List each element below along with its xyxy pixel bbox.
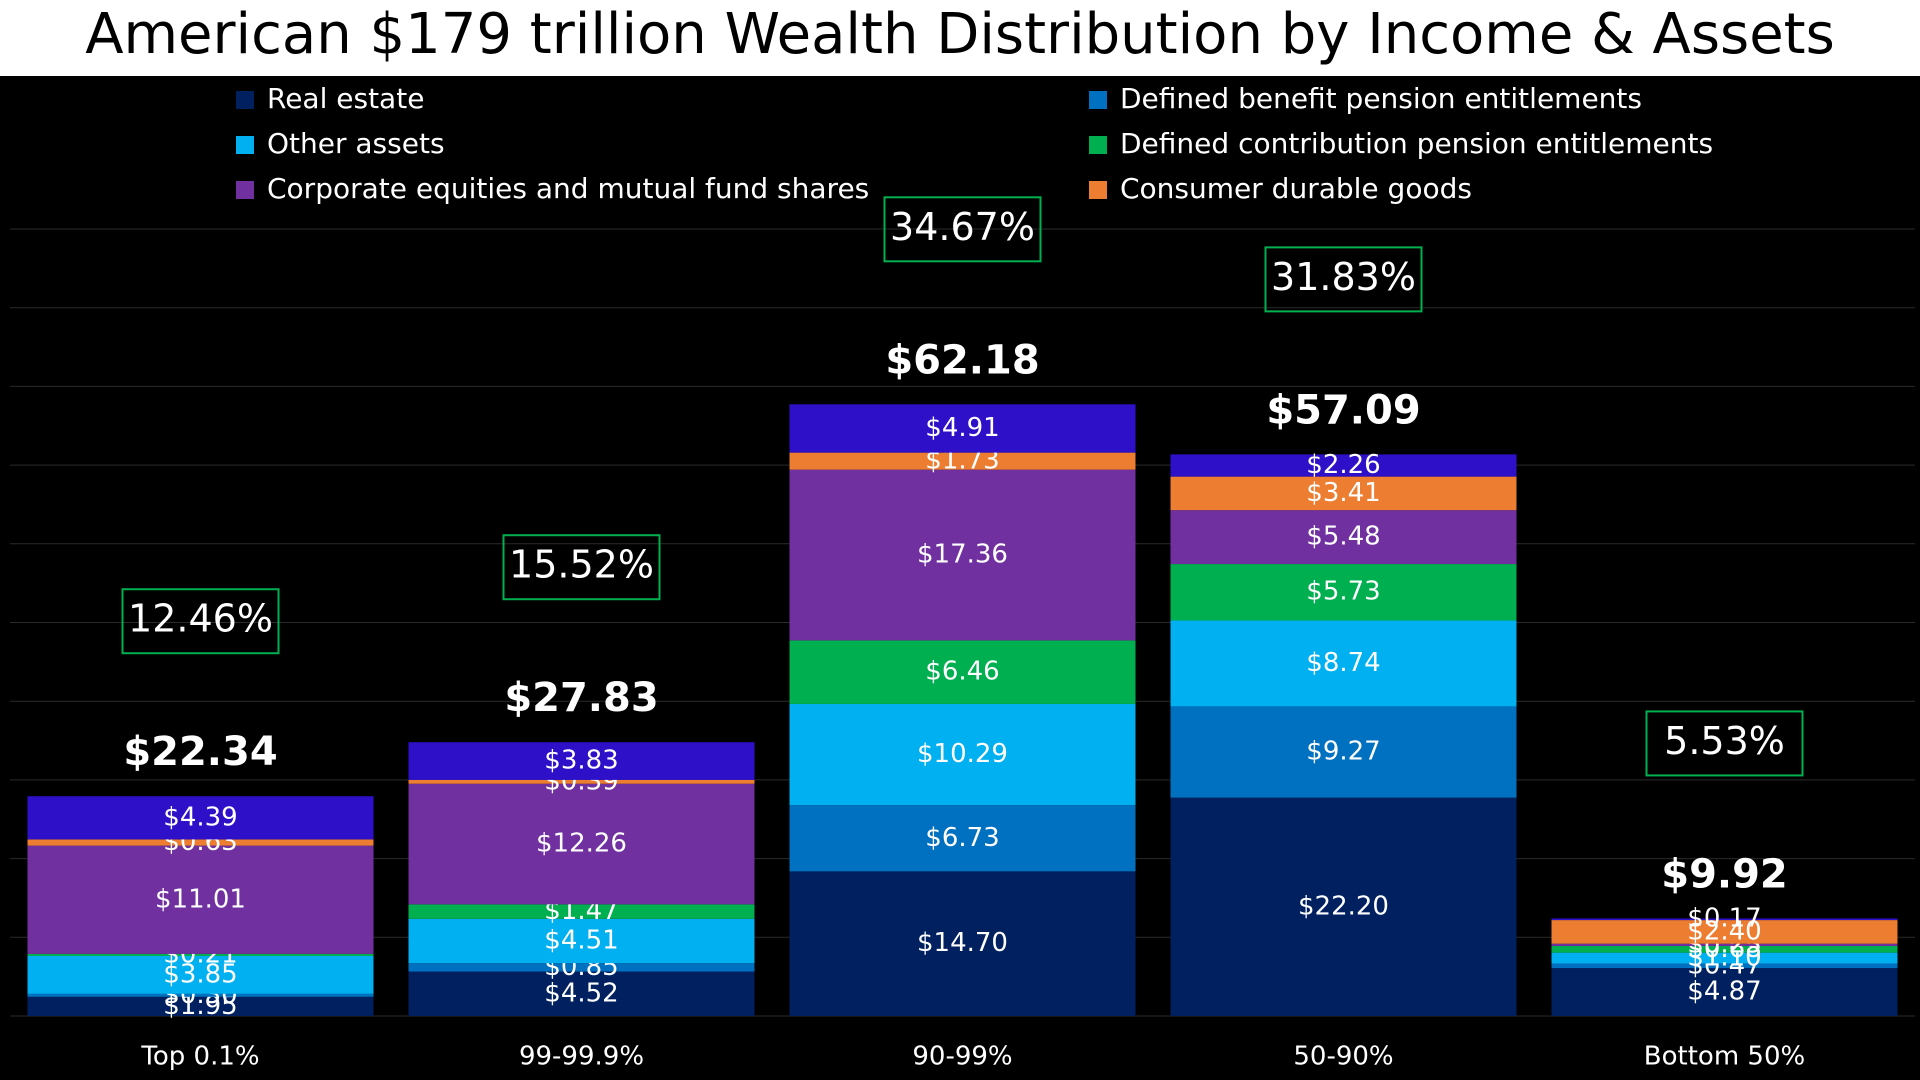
bar-segment <box>1170 510 1517 565</box>
bar-segment <box>408 971 755 1016</box>
bar-segment <box>27 955 374 994</box>
segment-label: $14.70 <box>917 928 1008 958</box>
total-label: $9.92 <box>1661 851 1788 897</box>
bar-segment <box>1170 706 1517 798</box>
share-box <box>883 196 1042 263</box>
bar-segment <box>1551 920 1898 944</box>
total-label: $62.18 <box>885 337 1039 383</box>
total-label: $57.09 <box>1266 387 1420 433</box>
bar-segment <box>27 993 374 997</box>
bar-segment <box>789 404 1136 453</box>
segment-label: $5.48 <box>1306 522 1380 552</box>
legend-swatch <box>236 181 254 199</box>
bar-segment <box>789 469 1136 641</box>
segment-label: $9.27 <box>1306 737 1380 767</box>
total-label: $27.83 <box>504 675 658 721</box>
title-band <box>0 0 1920 76</box>
bar-segment <box>789 640 1136 704</box>
segment-label: $4.87 <box>1687 977 1761 1007</box>
total-label: $22.34 <box>123 729 277 775</box>
share-label: 5.53% <box>1664 719 1785 763</box>
bar-segment <box>1170 476 1517 511</box>
segment-label: $4.51 <box>544 925 618 955</box>
bar-segment <box>408 779 755 784</box>
legend-label: Consumer durable goods <box>1120 172 1472 205</box>
segment-label: $4.39 <box>163 802 237 832</box>
share-label: 12.46% <box>128 597 273 641</box>
segment-label: $22.20 <box>1298 891 1389 921</box>
bar-segment <box>27 839 374 846</box>
segment-label: $5.73 <box>1306 577 1380 607</box>
segment-label: $0.17 <box>1687 904 1761 934</box>
bar-segment <box>1551 945 1898 953</box>
bar-segment <box>1551 963 1898 969</box>
bar-segment <box>1551 968 1898 1016</box>
bar-segment <box>27 996 374 1016</box>
share-label: 15.52% <box>509 543 654 587</box>
legend-label: Defined contribution pension entitlement… <box>1120 127 1713 160</box>
legend-label: Defined benefit pension entitlements <box>1120 82 1642 115</box>
bar-segment <box>1170 454 1517 477</box>
segment-label: $4.52 <box>544 978 618 1008</box>
segment-label: $6.73 <box>925 823 999 853</box>
segment-label: $3.83 <box>544 746 618 776</box>
bar-segment <box>408 783 755 905</box>
bar-segment <box>1170 797 1517 1016</box>
segment-label: $8.74 <box>1306 648 1380 678</box>
legend-swatch <box>1089 91 1107 109</box>
share-label: 31.83% <box>1271 255 1416 299</box>
bar-segment <box>1551 943 1898 946</box>
share-box <box>1264 246 1423 313</box>
legend-label: Other assets <box>267 127 445 160</box>
segment-label: $2.26 <box>1306 450 1380 480</box>
bar-segment <box>408 904 755 919</box>
bar-segment <box>1170 564 1517 621</box>
x-tick-label: 99-99.9% <box>519 1042 644 1072</box>
segment-label: $6.46 <box>925 657 999 687</box>
bar-segment <box>408 742 755 780</box>
bar-segment <box>789 871 1136 1016</box>
bar-segment <box>408 963 755 972</box>
segment-label: $12.26 <box>536 829 627 859</box>
bar-segment <box>27 845 374 954</box>
segment-label: $11.01 <box>155 884 246 914</box>
legend-swatch <box>236 91 254 109</box>
chart-title: American $179 trillion Wealth Distributi… <box>85 2 1835 67</box>
legend-label: Corporate equities and mutual fund share… <box>267 172 869 205</box>
bar-segment <box>789 452 1136 470</box>
bar-segment <box>1551 918 1898 921</box>
bar-segment <box>789 805 1136 872</box>
legend-label: Real estate <box>267 82 424 115</box>
share-label: 34.67% <box>890 205 1035 249</box>
bar-segment <box>27 953 374 956</box>
share-box <box>502 534 661 601</box>
legend-swatch <box>1089 181 1107 199</box>
share-box <box>1645 710 1804 777</box>
x-tick-label: Top 0.1% <box>140 1042 259 1072</box>
segment-label: $3.41 <box>1306 478 1380 508</box>
bar-segment <box>1170 620 1517 707</box>
bar-segment <box>789 703 1136 806</box>
segment-label: $3.85 <box>163 959 237 989</box>
segment-label: $10.29 <box>917 739 1008 769</box>
x-tick-label: 50-90% <box>1293 1042 1393 1072</box>
bar-segment <box>1551 952 1898 964</box>
segment-label: $4.91 <box>925 413 999 443</box>
bar-segment <box>408 918 755 964</box>
segment-label: $17.36 <box>917 540 1008 570</box>
bar-segment <box>27 796 374 840</box>
x-tick-label: Bottom 50% <box>1644 1042 1805 1072</box>
x-tick-label: 90-99% <box>912 1042 1012 1072</box>
segment-label: $2.40 <box>1687 916 1761 946</box>
share-box <box>121 588 280 655</box>
legend-swatch <box>236 136 254 154</box>
legend-swatch <box>1089 136 1107 154</box>
